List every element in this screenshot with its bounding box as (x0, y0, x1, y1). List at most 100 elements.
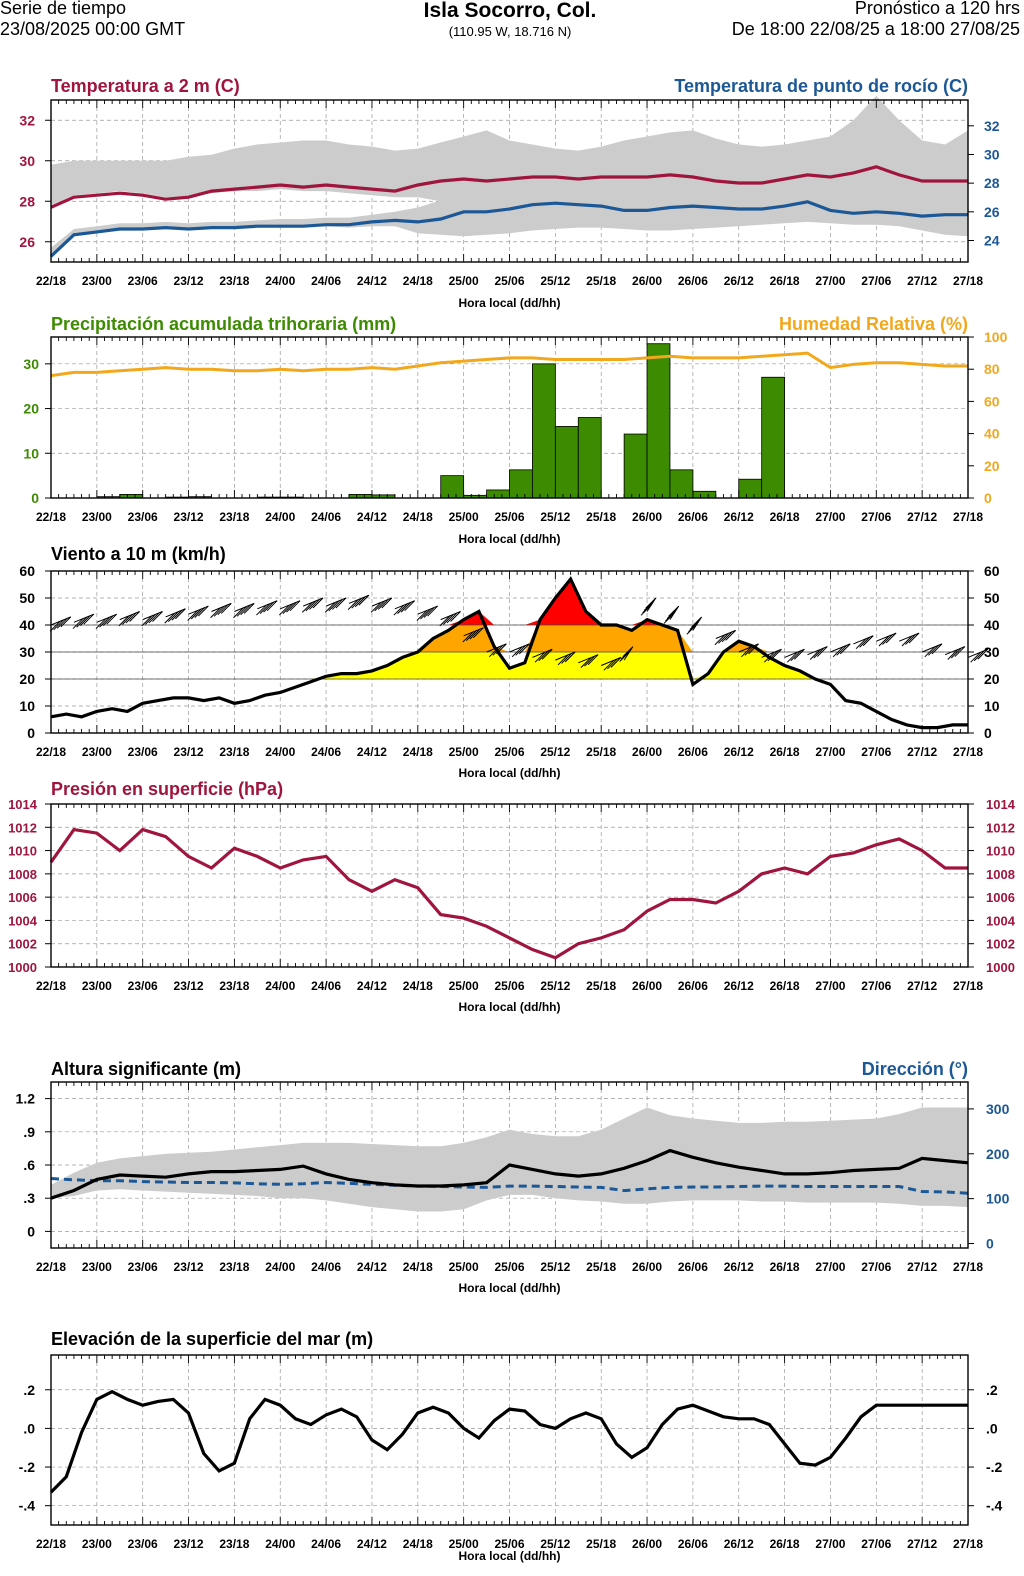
wind-barb-feather (689, 619, 701, 630)
x-tick-label: 23/06 (128, 274, 158, 288)
wind-barb-feather (518, 643, 530, 655)
temperature-spread (51, 95, 968, 218)
wind-barb-feather (862, 635, 874, 647)
wind-barb (807, 646, 828, 656)
wind-barb-feather (99, 616, 110, 628)
wind-barb-feather (122, 614, 133, 625)
wind-barb-feather (931, 643, 943, 655)
y-left-tick-label: 32 (19, 112, 35, 128)
wind-barb-feather (446, 612, 458, 624)
x-tick-label: 26/12 (724, 1260, 754, 1274)
wind-barb-feather (118, 615, 130, 627)
x-tick-label: 27/18 (953, 1537, 983, 1551)
y-right-tick-label: 10 (984, 698, 1000, 714)
panel-title-left: Altura significante (m) (51, 1059, 241, 1079)
wind-barb-feather (688, 621, 699, 633)
wind-barb-feather (190, 608, 202, 620)
y-right-tick-label: 0 (984, 490, 992, 506)
wind-barb-feather (423, 607, 435, 618)
wind-barb (234, 602, 255, 612)
wind-barb (348, 594, 370, 604)
x-tick-label: 23/06 (128, 510, 158, 524)
precip-bar (738, 478, 763, 499)
wind-barb (165, 608, 186, 618)
wind-barb-feather (420, 608, 431, 620)
y-left-tick-label: .0 (23, 1420, 35, 1436)
precip-bar (646, 343, 671, 499)
x-tick-label: 22/18 (36, 745, 66, 759)
wind-barb-feather (141, 615, 153, 627)
y-left-tick-label: 28 (19, 193, 35, 209)
y-right-tick-label: 1002 (986, 937, 1015, 952)
x-tick-label: 26/06 (678, 510, 708, 524)
x-tick-label: 24/12 (357, 745, 387, 759)
x-tick-label: 26/12 (724, 1537, 754, 1551)
wind-barb-feather (718, 632, 729, 644)
precip-bar (509, 469, 533, 499)
x-tick-label: 26/00 (632, 510, 662, 524)
x-tick-label: 25/12 (540, 510, 570, 524)
wind-barb-feather (878, 635, 890, 647)
x-tick-label: 25/12 (540, 1537, 570, 1551)
x-axis-label: Hora local (dd/hh) (459, 1000, 561, 1014)
wind-barb-feather (213, 605, 225, 617)
wind-barb-feather (106, 613, 118, 625)
wind-barb-feather (60, 616, 72, 628)
wind-speed-line (50, 576, 968, 730)
x-tick-label: 24/12 (357, 1260, 387, 1274)
wind-barb-feather (72, 618, 84, 629)
x-tick-label: 27/12 (907, 1260, 937, 1274)
x-tick-label: 25/18 (586, 510, 616, 524)
wind-barb-feather (76, 616, 87, 628)
wind-barb-feather (686, 623, 698, 635)
wind-barb-feather (584, 655, 595, 667)
wave-height-spread (51, 1107, 968, 1212)
wind-barb (853, 635, 874, 645)
wind-barb-feather (622, 646, 634, 658)
y-right-tick-label: 60 (984, 563, 1000, 579)
y-left-tick-label: 20 (19, 671, 35, 687)
panel-pressure: 1000 1002 1004 1006 1008 1010 1012 1014 1000 1002… (8, 779, 1016, 1014)
x-tick-label: 25/12 (540, 979, 570, 993)
x-tick-label: 26/18 (770, 274, 800, 288)
wind-barb (211, 602, 232, 612)
x-tick-label: 23/12 (174, 979, 204, 993)
y-left-tick-label: 1008 (8, 867, 37, 882)
wind-barb-feather (607, 658, 618, 670)
panel-title-left: Presión en superficie (hPa) (51, 779, 283, 799)
wind-barb-feather (859, 636, 870, 648)
wind-barb-feather (49, 620, 61, 632)
x-tick-label: 27/06 (861, 274, 891, 288)
wind-barb (578, 654, 599, 664)
wind-barb-feather (289, 600, 301, 612)
x-tick-label: 26/06 (678, 1260, 708, 1274)
station-title: Isla Socorro, Col. (423, 0, 597, 22)
wind-barb-feather (351, 597, 363, 609)
y-right-tick-label: 40 (984, 617, 1000, 633)
wind-barb-feather (642, 602, 653, 614)
panel-title-right: Humedad Relativa (%) (779, 314, 968, 334)
x-tick-label: 26/06 (678, 1537, 708, 1551)
y-right-tick-label: 20 (984, 458, 1000, 474)
x-tick-label: 25/06 (494, 1537, 524, 1551)
x-axis-label: Hora local (dd/hh) (459, 1281, 561, 1295)
precip-bar (554, 426, 579, 499)
wind-barb-feather (397, 603, 408, 614)
x-tick-label: 24/12 (357, 979, 387, 993)
x-axis-label: Hora local (dd/hh) (459, 766, 561, 780)
y-right-tick-label: 100 (984, 329, 1008, 345)
x-tick-label: 27/12 (907, 1537, 937, 1551)
x-tick-label: 24/00 (265, 510, 295, 524)
wind-barb-feather (580, 657, 592, 668)
wind-barb-feather (309, 599, 320, 610)
x-tick-label: 25/00 (449, 274, 479, 288)
panel-title-left: Temperatura a 2 m (C) (51, 76, 240, 96)
wind-barb-feather (324, 602, 336, 613)
wind-barb-feather (129, 611, 140, 622)
wind-barb-feather (882, 634, 893, 645)
wind-barb (738, 643, 759, 653)
x-tick-label: 26/12 (724, 745, 754, 759)
wind-barb-feather (312, 597, 324, 609)
wind-barb-feather (374, 600, 385, 612)
x-tick-label: 24/06 (311, 1537, 341, 1551)
